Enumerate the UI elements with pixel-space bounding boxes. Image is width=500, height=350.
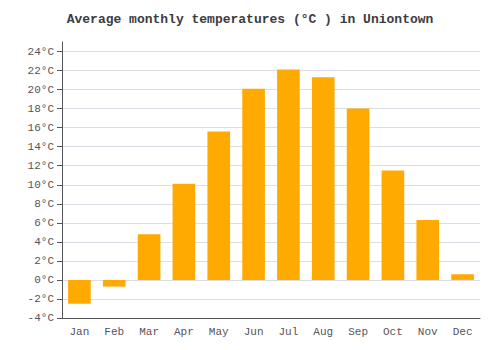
svg-text:14°C: 14°C (28, 141, 55, 153)
svg-text:Jul: Jul (279, 326, 299, 338)
svg-text:-4°C: -4°C (28, 312, 55, 324)
svg-text:Average monthly temperatures (: Average monthly temperatures (°C ) in Un… (67, 12, 434, 27)
svg-text:Jun: Jun (244, 326, 264, 338)
svg-text:8°C: 8°C (34, 198, 54, 210)
svg-text:10°C: 10°C (28, 179, 55, 191)
svg-text:Nov: Nov (418, 326, 438, 338)
svg-text:0°C: 0°C (34, 274, 54, 286)
svg-text:Mar: Mar (139, 326, 159, 338)
svg-text:-2°C: -2°C (28, 293, 55, 305)
svg-text:Sep: Sep (348, 326, 368, 338)
svg-text:Oct: Oct (383, 326, 403, 338)
svg-text:16°C: 16°C (28, 122, 55, 134)
svg-text:18°C: 18°C (28, 103, 55, 115)
svg-text:24°C: 24°C (28, 46, 55, 58)
svg-text:Feb: Feb (104, 326, 124, 338)
svg-text:2°C: 2°C (34, 255, 54, 267)
svg-text:20°C: 20°C (28, 84, 55, 96)
svg-text:4°C: 4°C (34, 236, 54, 248)
svg-text:Aug: Aug (313, 326, 333, 338)
svg-text:Dec: Dec (453, 326, 473, 338)
svg-text:12°C: 12°C (28, 160, 55, 172)
svg-text:May: May (209, 326, 229, 338)
svg-text:22°C: 22°C (28, 65, 55, 77)
svg-text:6°C: 6°C (34, 217, 54, 229)
svg-text:Apr: Apr (174, 326, 194, 338)
svg-text:Jan: Jan (70, 326, 90, 338)
